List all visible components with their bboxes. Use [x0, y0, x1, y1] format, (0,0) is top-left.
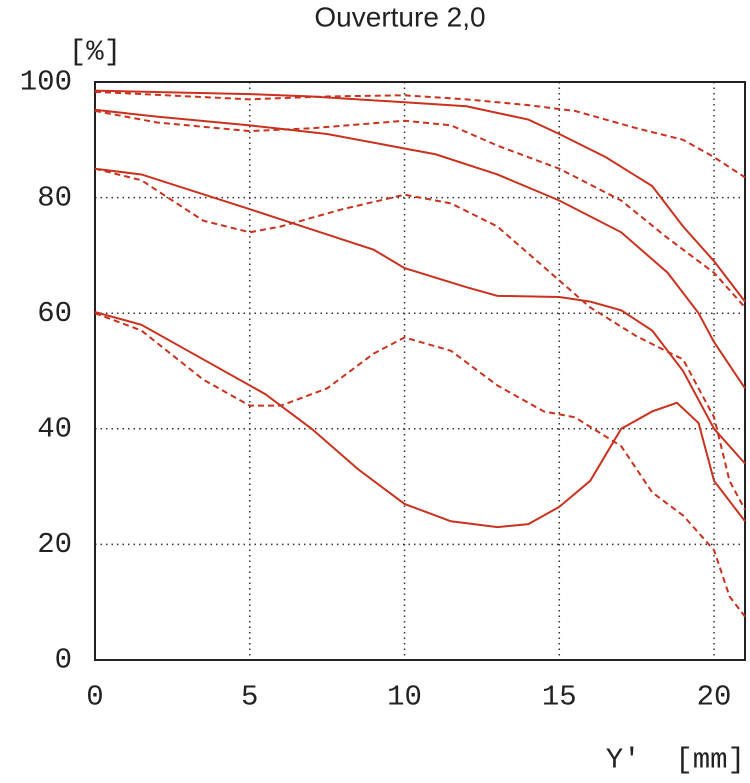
y-tick-label: 100: [20, 66, 72, 99]
chart-title: Ouverture 2,0: [314, 1, 485, 32]
line-series: [94, 167, 746, 465]
line-series: [94, 108, 746, 389]
line-series: [94, 167, 746, 511]
x-tick-label: 20: [697, 681, 732, 714]
y-tick-label: 80: [37, 181, 72, 214]
line-series: [94, 312, 746, 618]
x-tick-label: 5: [241, 681, 258, 714]
x-tick-label: 0: [86, 681, 103, 714]
plot-frame: [94, 81, 746, 661]
y-axis-label: [%]: [69, 36, 121, 69]
line-series: [94, 109, 746, 309]
line-series: [94, 89, 746, 303]
y-tick-label: 60: [37, 297, 72, 330]
x-tick-label: 15: [542, 681, 577, 714]
line-series: [94, 311, 746, 529]
line-series: [94, 90, 746, 179]
x-tick-label: 10: [387, 681, 422, 714]
y-tick-label: 20: [37, 528, 72, 561]
y-tick-label: 40: [37, 412, 72, 445]
y-tick-label: 0: [55, 644, 72, 677]
x-axis-label: Y' [mm]: [606, 744, 745, 777]
